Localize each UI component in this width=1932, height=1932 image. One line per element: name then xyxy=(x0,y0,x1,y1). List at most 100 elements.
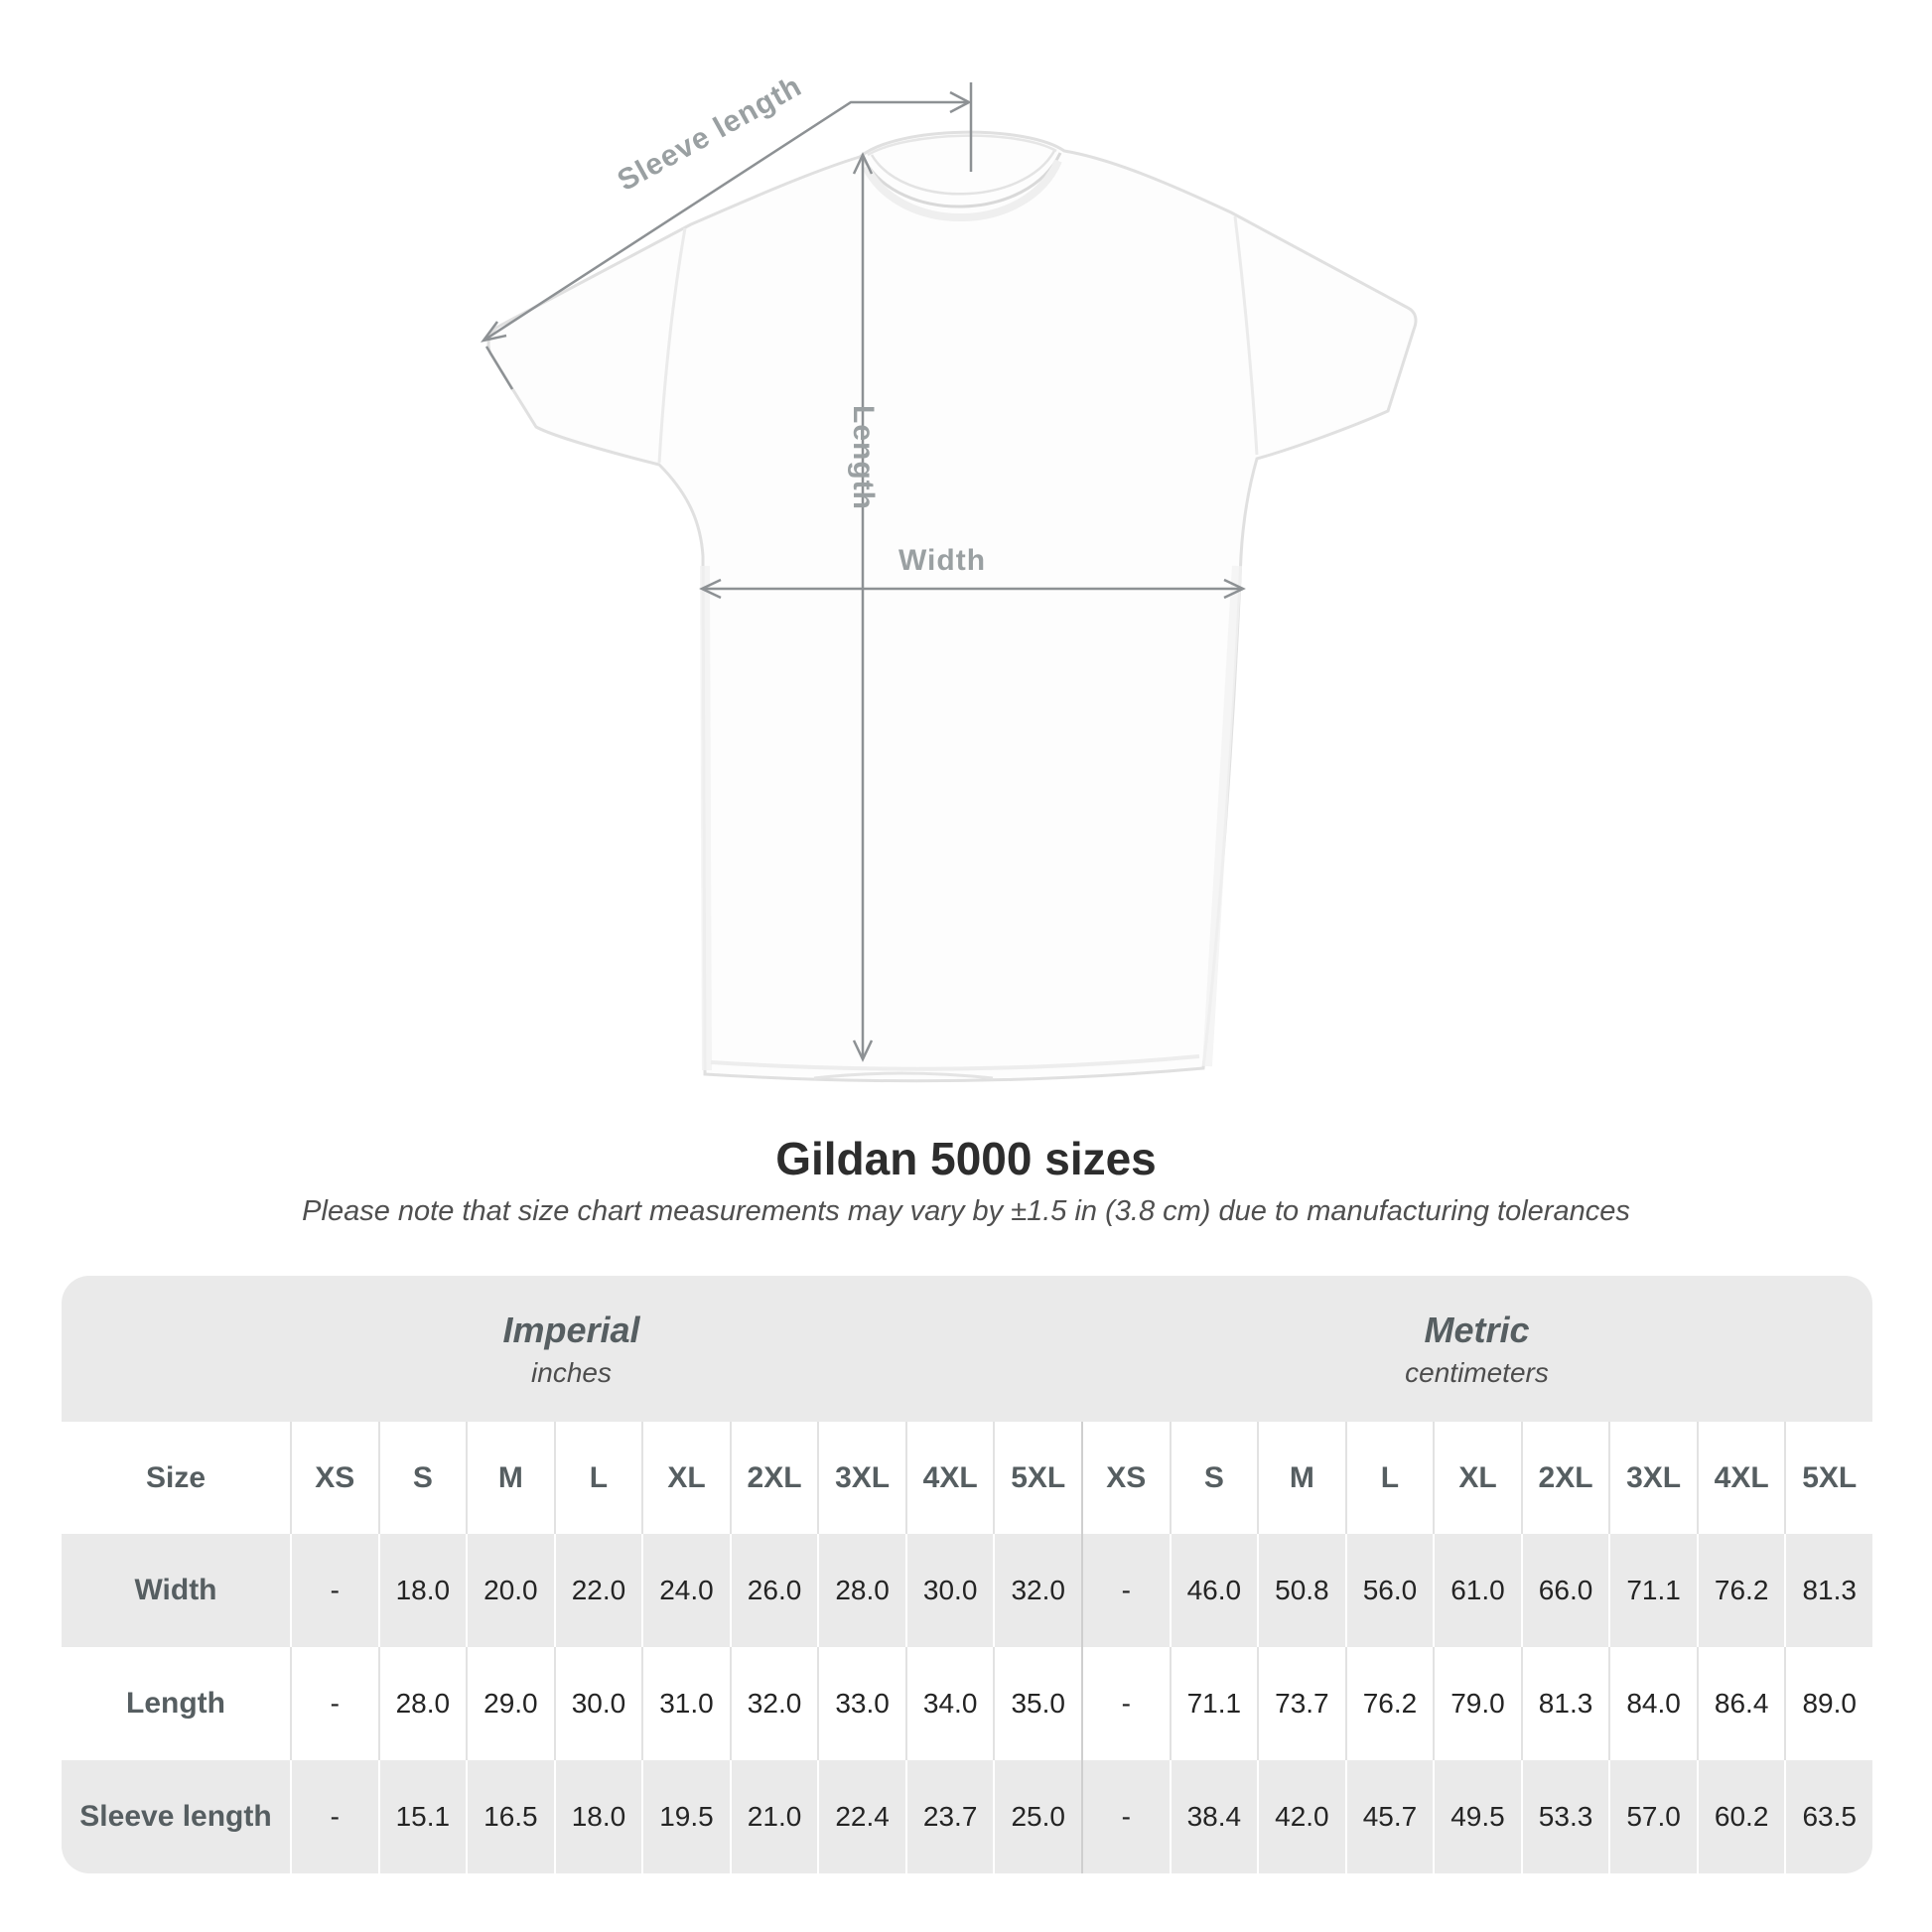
page-title: Gildan 5000 sizes xyxy=(775,1133,1157,1184)
sleeve-length-dimension xyxy=(481,82,973,390)
size-header-imperial: 2XL xyxy=(729,1422,818,1534)
value-cell-imperial: 35.0 xyxy=(993,1647,1081,1760)
value-cell-imperial: 30.0 xyxy=(553,1647,642,1760)
size-header-imperial: L xyxy=(553,1422,642,1534)
size-header-metric: XL xyxy=(1433,1422,1521,1534)
size-header-imperial: 4XL xyxy=(904,1422,994,1534)
collar-inner xyxy=(870,150,1056,196)
size-header-metric: 3XL xyxy=(1608,1422,1697,1534)
value-cell-metric: 81.3 xyxy=(1784,1534,1872,1647)
value-cell-metric: 60.2 xyxy=(1696,1760,1785,1873)
value-cell-metric: 49.5 xyxy=(1433,1760,1521,1873)
value-cell-imperial: 31.0 xyxy=(641,1647,730,1760)
unit-header-band: Imperial inches Metric centimeters xyxy=(62,1276,1872,1422)
size-header-imperial: M xyxy=(466,1422,554,1534)
value-cell-imperial: 29.0 xyxy=(466,1647,554,1760)
size-header-imperial: XL xyxy=(641,1422,730,1534)
value-cell-metric: 57.0 xyxy=(1608,1760,1697,1873)
collar-outer xyxy=(862,152,1062,208)
metric-unit-label: centimeters xyxy=(1405,1356,1549,1388)
value-cell-metric: 81.3 xyxy=(1520,1647,1609,1760)
value-cell-metric: 50.8 xyxy=(1257,1534,1345,1647)
value-cell-metric: - xyxy=(1081,1534,1170,1647)
value-cell-metric: 71.1 xyxy=(1169,1647,1258,1760)
width-dimension xyxy=(699,578,1246,600)
imperial-header: Imperial inches xyxy=(62,1276,1081,1422)
value-cell-metric: 76.2 xyxy=(1696,1534,1785,1647)
value-cell-imperial: 18.0 xyxy=(553,1760,642,1873)
width-label: Width xyxy=(898,544,987,577)
size-table: Imperial inches Metric centimeters Size X… xyxy=(62,1276,1872,1873)
value-cell-imperial: 30.0 xyxy=(904,1534,994,1647)
value-cell-imperial: 24.0 xyxy=(641,1534,730,1647)
size-header-metric: XS xyxy=(1081,1422,1170,1534)
value-cell-imperial: 21.0 xyxy=(729,1760,818,1873)
size-header-metric: L xyxy=(1344,1422,1434,1534)
size-header-imperial: XS xyxy=(290,1422,378,1534)
size-header-imperial: S xyxy=(377,1422,467,1534)
value-cell-imperial: - xyxy=(290,1647,378,1760)
value-cell-imperial: 33.0 xyxy=(817,1647,905,1760)
size-header-imperial: 3XL xyxy=(817,1422,905,1534)
value-cell-imperial: 19.5 xyxy=(641,1760,730,1873)
size-header-metric: M xyxy=(1257,1422,1345,1534)
value-cell-metric: 61.0 xyxy=(1433,1534,1521,1647)
value-cell-metric: 79.0 xyxy=(1433,1647,1521,1760)
size-header-metric: 5XL xyxy=(1784,1422,1872,1534)
value-cell-imperial: - xyxy=(290,1760,378,1873)
value-cell-imperial: 20.0 xyxy=(466,1534,554,1647)
value-cell-metric: 84.0 xyxy=(1608,1647,1697,1760)
value-cell-metric: 38.4 xyxy=(1169,1760,1258,1873)
table-row-sleeve-length: Sleeve length -15.1 16.5 18.0 19.5 21.0 22.4 23… xyxy=(62,1760,1872,1873)
value-cell-imperial: 34.0 xyxy=(904,1647,994,1760)
value-cell-metric: 76.2 xyxy=(1344,1647,1434,1760)
metric-header: Metric centimeters xyxy=(1081,1276,1872,1422)
table-row-length: Length -28.0 29.0 30.0 31.0 32.0 33.0 34.0 35.0-… xyxy=(62,1647,1872,1760)
metric-label: Metric xyxy=(1424,1309,1530,1350)
value-cell-imperial: 26.0 xyxy=(729,1534,818,1647)
value-cell-imperial: 16.5 xyxy=(466,1760,554,1873)
imperial-label: Imperial xyxy=(502,1309,640,1350)
table-row-sizes: Size XS S M L XL 2XL 3XL 4XL 5XL XS S M L XL 2XL 3XL 4XL 5… xyxy=(62,1422,1872,1534)
value-cell-metric: 46.0 xyxy=(1169,1534,1258,1647)
size-table-rows: Size XS S M L XL 2XL 3XL 4XL 5XL XS S M L XL 2XL 3XL 4XL 5… xyxy=(62,1422,1872,1873)
imperial-unit-label: inches xyxy=(531,1356,612,1388)
value-cell-imperial: 18.0 xyxy=(377,1534,467,1647)
size-column-header: Size xyxy=(145,1460,207,1494)
value-cell-imperial: 15.1 xyxy=(377,1760,467,1873)
value-cell-metric: 86.4 xyxy=(1696,1647,1785,1760)
size-header-metric: 4XL xyxy=(1696,1422,1785,1534)
row-label: Length xyxy=(126,1687,225,1720)
table-row-width: Width -18.0 20.0 22.0 24.0 26.0 28.0 30.0 32.0-4… xyxy=(62,1534,1872,1647)
value-cell-imperial: 22.4 xyxy=(817,1760,905,1873)
length-dimension xyxy=(852,152,874,1062)
value-cell-metric: 66.0 xyxy=(1520,1534,1609,1647)
length-label: Length xyxy=(847,405,880,510)
size-header-metric: 2XL xyxy=(1520,1422,1609,1534)
value-cell-metric: 42.0 xyxy=(1257,1760,1345,1873)
value-cell-imperial: 32.0 xyxy=(993,1534,1081,1647)
value-cell-imperial: 28.0 xyxy=(817,1534,905,1647)
value-cell-imperial: 28.0 xyxy=(377,1647,467,1760)
value-cell-metric: 63.5 xyxy=(1784,1760,1872,1873)
row-label: Width xyxy=(134,1574,217,1606)
tshirt-diagram xyxy=(481,82,1418,1083)
right-sleeve-seam xyxy=(1233,215,1259,456)
value-cell-metric: 53.3 xyxy=(1520,1760,1609,1873)
value-cell-imperial: 23.7 xyxy=(904,1760,994,1873)
tshirt-outline xyxy=(486,130,1418,1083)
value-cell-metric: - xyxy=(1081,1647,1170,1760)
page-subtitle: Please note that size chart measurements… xyxy=(302,1195,1630,1227)
value-cell-metric: 73.7 xyxy=(1257,1647,1345,1760)
size-header-metric: S xyxy=(1169,1422,1258,1534)
value-cell-imperial: 32.0 xyxy=(729,1647,818,1760)
value-cell-imperial: 22.0 xyxy=(553,1534,642,1647)
value-cell-metric: 56.0 xyxy=(1344,1534,1434,1647)
value-cell-imperial: - xyxy=(290,1534,378,1647)
left-sleeve-seam xyxy=(657,227,687,464)
value-cell-metric: 89.0 xyxy=(1784,1647,1872,1760)
value-cell-metric: 71.1 xyxy=(1608,1534,1697,1647)
value-cell-metric: - xyxy=(1081,1760,1170,1873)
value-cell-imperial: 25.0 xyxy=(993,1760,1081,1873)
